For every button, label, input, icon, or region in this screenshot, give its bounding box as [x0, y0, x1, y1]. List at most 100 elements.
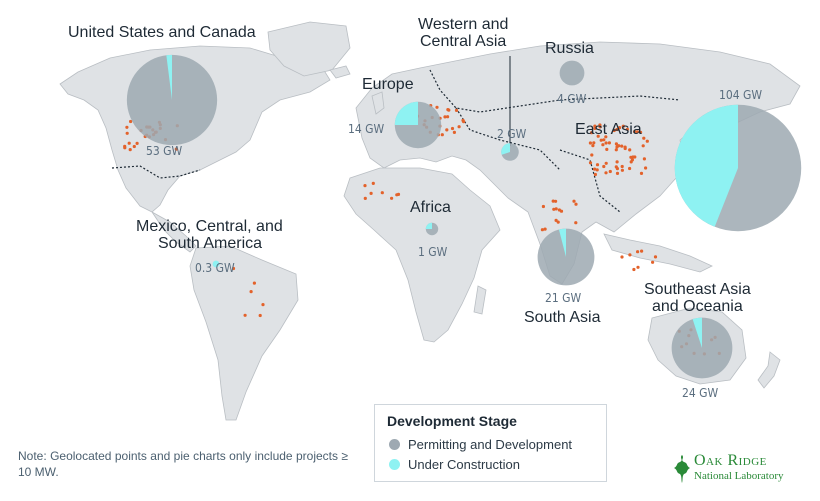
project-point [174, 147, 178, 151]
project-point [641, 144, 645, 148]
project-point [604, 161, 608, 165]
label-western-asia-line2: Central Asia [420, 33, 507, 50]
footnote: Note: Geolocated points and pie charts o… [18, 449, 348, 479]
pie-slice-construction [425, 222, 432, 229]
project-point [645, 139, 649, 143]
project-point [604, 135, 608, 139]
pie-slice-construction [501, 143, 510, 155]
gw-east-asia: 104 GW [719, 88, 763, 102]
legend-label-construction: Under Construction [408, 457, 520, 472]
label-africa: Africa [410, 199, 451, 216]
project-point [604, 171, 608, 175]
project-point [620, 255, 624, 259]
project-point [554, 207, 558, 211]
project-point [636, 250, 640, 254]
project-point [593, 126, 597, 130]
gw-western-asia: 2 GW [497, 127, 527, 141]
project-point [639, 171, 644, 175]
project-point [574, 221, 578, 225]
land-central-america [151, 211, 197, 253]
project-point [620, 164, 624, 169]
pie-charts [126, 54, 802, 379]
logo-line1: Oak Ridge [694, 452, 767, 469]
project-point [614, 148, 618, 152]
project-point [642, 136, 646, 140]
land-new-zealand [757, 351, 781, 389]
project-point [447, 108, 451, 112]
land-africa [343, 167, 501, 343]
label-us-canada: United States and Canada [68, 24, 256, 41]
label-east-asia: East Asia [575, 121, 642, 138]
label-southeast-asia-line1: Southeast Asia [644, 281, 751, 298]
project-point [620, 168, 625, 172]
project-point [607, 141, 612, 145]
legend-item-permitting: Permitting and Development [389, 437, 572, 452]
project-point [390, 196, 394, 200]
project-point [612, 128, 616, 133]
project-point [614, 142, 619, 146]
project-point [454, 108, 459, 112]
label-south-asia: South Asia [524, 309, 601, 326]
pie-us-canada [126, 54, 218, 146]
gw-south-asia: 21 GW [545, 291, 582, 305]
project-point [552, 207, 556, 211]
logo-line2: National Laboratory [694, 470, 784, 482]
pie-slice-construction [394, 101, 418, 125]
pie-western-central-asia [501, 143, 519, 161]
project-point [261, 303, 265, 307]
project-point [369, 191, 373, 195]
pie-slice-construction [212, 260, 220, 268]
project-point [620, 144, 624, 148]
project-point [630, 158, 635, 162]
land-southeast-asia-islands [603, 233, 713, 273]
land-uk [371, 91, 385, 115]
project-point [595, 168, 599, 172]
project-point [445, 128, 449, 132]
region-borders [111, 56, 681, 213]
project-point [588, 161, 593, 165]
project-point [628, 166, 632, 171]
project-point [588, 141, 593, 145]
gw-europe: 14 GW [348, 122, 385, 136]
project-point [593, 167, 597, 171]
project-point [559, 209, 564, 213]
project-point [593, 124, 597, 128]
project-point [554, 199, 558, 203]
project-point [243, 313, 247, 317]
project-point [625, 127, 630, 131]
project-point [602, 164, 606, 169]
pie-africa [425, 222, 439, 236]
label-mexico-line1: Mexico, Central, and [136, 218, 283, 235]
legend-swatch-construction [389, 459, 400, 470]
project-point [628, 148, 632, 152]
project-point [615, 167, 620, 171]
land-masses [59, 21, 801, 421]
project-point [644, 166, 648, 170]
legend: Development Stage Permitting and Develop… [374, 404, 607, 482]
project-point [598, 123, 602, 127]
project-point [639, 130, 643, 134]
legend-item-construction: Under Construction [389, 457, 520, 472]
label-mexico-line2: South America [158, 235, 263, 252]
project-point [605, 147, 609, 151]
pie-mexico-central-south-america [212, 260, 220, 268]
project-point [628, 253, 632, 257]
project-point [540, 228, 545, 232]
project-point [631, 155, 635, 159]
project-point [633, 130, 637, 134]
pie-slice-permitting [559, 60, 585, 86]
project-point [440, 133, 444, 137]
project-point [396, 192, 401, 196]
project-point [446, 115, 450, 119]
project-point [125, 125, 129, 129]
project-point [636, 265, 640, 269]
pie-russia [559, 60, 585, 86]
gw-mexico: 0.3 GW [195, 261, 235, 275]
project-point [615, 127, 619, 132]
project-point [258, 313, 262, 318]
project-point [590, 153, 594, 157]
project-point [380, 191, 384, 195]
project-point [589, 131, 594, 135]
project-point [125, 131, 129, 135]
